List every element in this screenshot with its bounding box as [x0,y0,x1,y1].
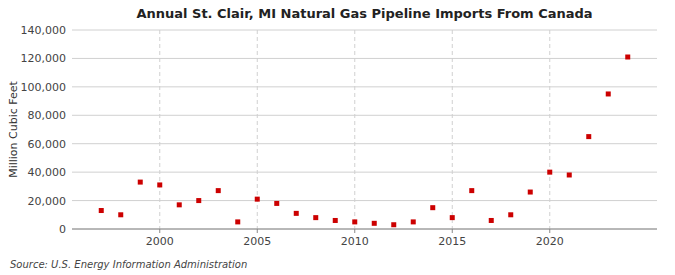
point [138,180,143,185]
y-tick-label: 100,000 [21,81,67,94]
point [235,219,240,224]
x-tick-label: 2015 [438,235,466,248]
point [216,188,221,193]
x-tick [257,229,258,233]
point [372,221,377,226]
point [450,215,455,220]
x-grid-line [159,30,160,229]
grid [72,30,657,229]
point [196,198,201,203]
x-tick-label: 2000 [146,235,174,248]
y-grid-line [72,229,657,230]
x-tick-label: 2010 [341,235,369,248]
point [411,219,416,224]
point [430,205,435,210]
point [567,172,572,177]
y-tick-label: 0 [59,223,66,236]
x-tick-label: 2020 [536,235,564,248]
axes: 0 20,000 40,000 60,000 80,000 100,000 120,000 1… [21,24,658,248]
y-tick-label: 80,000 [28,109,67,122]
point [118,212,123,217]
chart: Annual St. Clair, MI Natural Gas Pipelin… [0,0,675,275]
x-tick [159,229,160,233]
point [508,212,513,217]
point [352,219,357,224]
point [547,170,552,175]
source-note: Source: U.S. Energy Information Administ… [10,259,247,270]
point [528,190,533,195]
y-tick-label: 140,000 [21,24,67,37]
x-tick [354,229,355,233]
x-tick-label: 2005 [243,235,271,248]
point [177,202,182,207]
point [255,197,260,202]
y-tick-label: 40,000 [28,166,67,179]
title: Annual St. Clair, MI Natural Gas Pipelin… [136,6,592,21]
point [586,134,591,139]
y-tick-label: 20,000 [28,195,67,208]
y-tick-label: 120,000 [21,52,67,65]
point [157,182,162,187]
point [489,218,494,223]
point [625,55,630,60]
point [606,91,611,96]
y-axis-label: Million Cubic Feet [7,80,20,177]
point [294,211,299,216]
x-grid-line [354,30,355,229]
x-tick [549,229,550,233]
point [469,188,474,193]
point [274,201,279,206]
x-axis-line [72,229,657,230]
points [99,55,631,228]
point [333,218,338,223]
point [313,215,318,220]
x-grid-line [549,30,550,229]
x-tick [452,229,453,233]
x-grid-line [452,30,453,229]
point [391,222,396,227]
y-tick-label: 60,000 [28,138,67,151]
point [99,208,104,213]
